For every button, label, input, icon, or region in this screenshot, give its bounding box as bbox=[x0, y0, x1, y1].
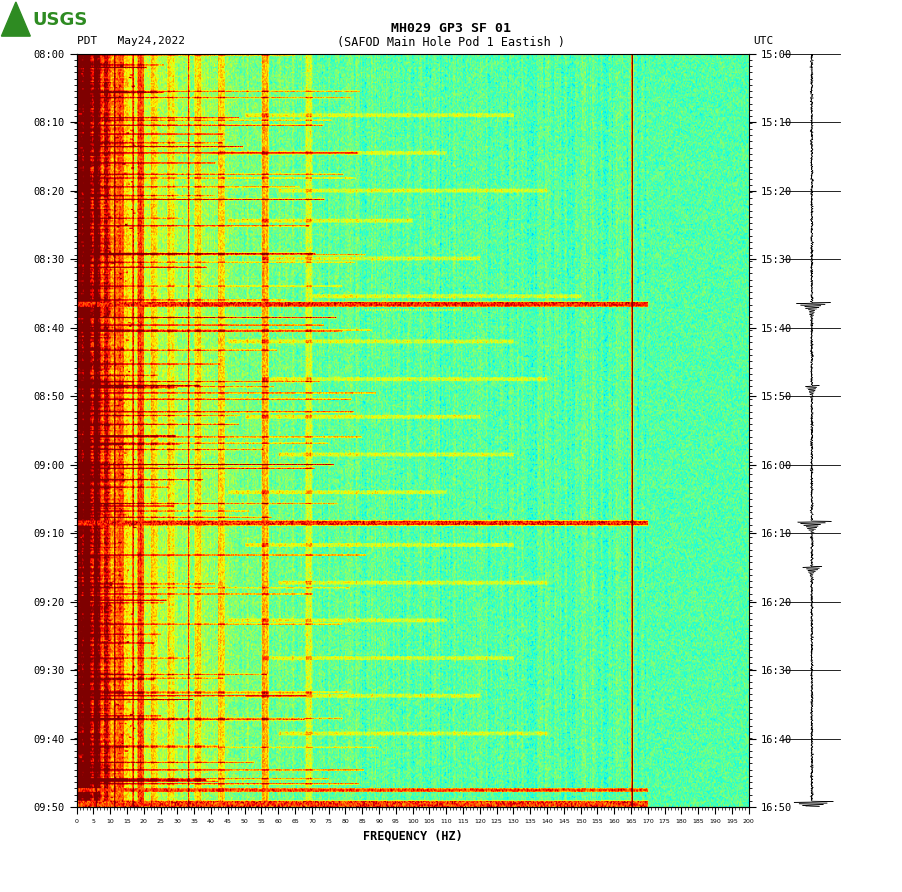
X-axis label: FREQUENCY (HZ): FREQUENCY (HZ) bbox=[363, 830, 463, 843]
Text: USGS: USGS bbox=[32, 11, 87, 29]
Text: PDT   May24,2022: PDT May24,2022 bbox=[77, 36, 185, 45]
Text: MH029 GP3 SF 01: MH029 GP3 SF 01 bbox=[391, 22, 511, 36]
Text: (SAFOD Main Hole Pod 1 Eastish ): (SAFOD Main Hole Pod 1 Eastish ) bbox=[337, 36, 565, 49]
Polygon shape bbox=[2, 2, 31, 36]
Text: UTC: UTC bbox=[753, 36, 773, 45]
